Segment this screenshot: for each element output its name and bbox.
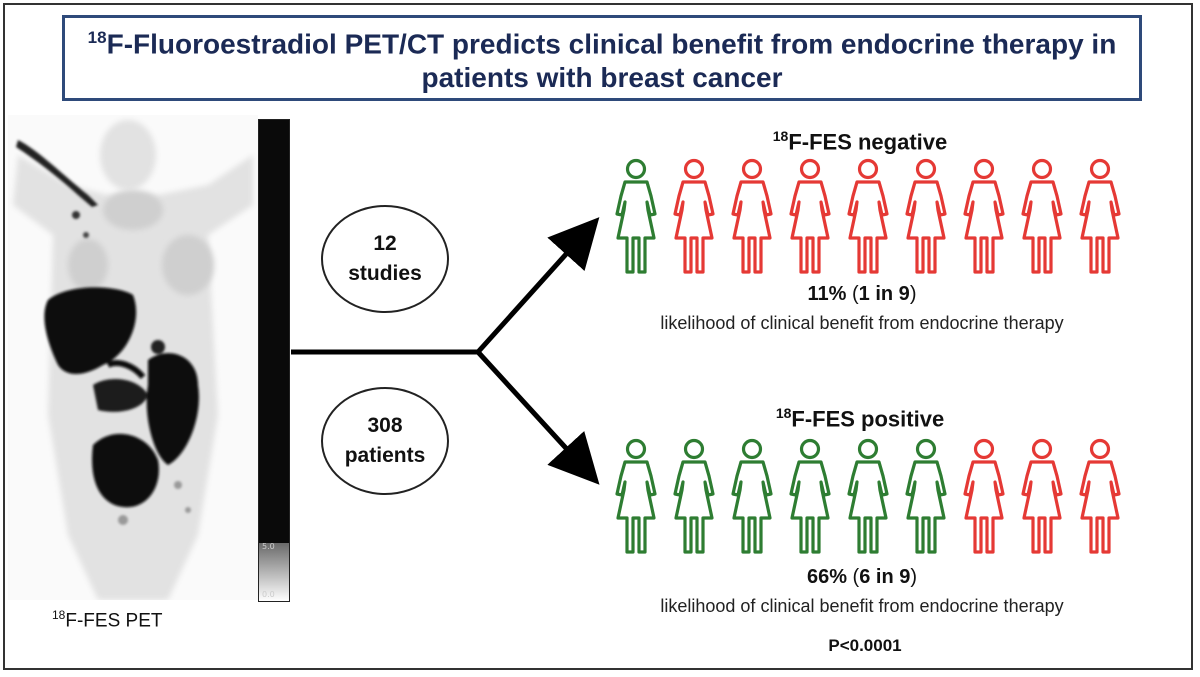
patients-number: 308 xyxy=(367,414,403,437)
title-line-1: F-Fluoroestradiol PET/CT predicts clinic… xyxy=(106,28,1117,60)
studies-oval: 12 studies xyxy=(321,205,449,313)
title-line-2: patients with breast cancer xyxy=(421,62,783,94)
colorbar-max-label: 5.0 xyxy=(262,542,275,551)
positive-title-text: F-FES positive xyxy=(791,406,945,432)
person-icon-no-benefit xyxy=(1074,438,1126,556)
p-value: P<0.0001 xyxy=(828,636,902,655)
person-icon-benefit xyxy=(668,438,720,556)
person-icon-no-benefit xyxy=(1016,158,1068,276)
pet-scan-image xyxy=(8,115,258,600)
arrow-to-negative xyxy=(476,217,600,354)
studies-number: 12 xyxy=(373,232,397,255)
negative-description: likelihood of clinical benefit from endo… xyxy=(660,313,1064,333)
negative-ratio: 1 in 9 xyxy=(858,283,910,305)
title-superscript: 18 xyxy=(87,27,107,47)
negative-percent: 11% xyxy=(807,283,847,305)
pet-caption: 18F-FES PET xyxy=(52,608,162,632)
pet-caption-text: F-FES PET xyxy=(65,610,163,632)
person-icon-no-benefit xyxy=(1074,158,1126,276)
person-icon-no-benefit xyxy=(958,438,1010,556)
patients-label: patients xyxy=(344,444,426,467)
positive-ratio: 6 in 9 xyxy=(859,566,911,588)
person-icon-benefit xyxy=(610,438,662,556)
person-icon-benefit xyxy=(726,438,778,556)
person-icon-no-benefit xyxy=(726,158,778,276)
person-icon-no-benefit xyxy=(668,158,720,276)
person-icon-no-benefit xyxy=(900,158,952,276)
person-icon-benefit xyxy=(610,158,662,276)
person-icon-benefit xyxy=(784,438,836,556)
positive-description: likelihood of clinical benefit from endo… xyxy=(660,596,1064,616)
person-icon-no-benefit xyxy=(784,158,836,276)
positive-stat: 66% (6 in 9) xyxy=(806,566,918,588)
positive-percent: 66% xyxy=(806,566,847,588)
colorbar-gradient xyxy=(259,543,289,601)
title-box: 18F-Fluoroestradiol PET/CT predicts clin… xyxy=(62,15,1142,101)
positive-group-title: 18F-FES positive xyxy=(660,405,1060,432)
person-icon-no-benefit xyxy=(842,158,894,276)
arrow-to-positive xyxy=(476,350,600,485)
person-icon-no-benefit xyxy=(958,158,1010,276)
positive-title-superscript: 18 xyxy=(775,405,792,421)
negative-group-title: 18F-FES negative xyxy=(660,128,1060,155)
negative-title-superscript: 18 xyxy=(772,128,789,144)
pet-caption-superscript: 18 xyxy=(52,608,66,622)
negative-stat: 11% (1 in 9) xyxy=(807,283,917,305)
negative-title-text: F-FES negative xyxy=(788,129,948,155)
person-icon-no-benefit xyxy=(1016,438,1068,556)
patients-oval: 308 patients xyxy=(321,387,449,495)
person-icon-benefit xyxy=(842,438,894,556)
figure-title: 18F-Fluoroestradiol PET/CT predicts clin… xyxy=(88,21,1117,95)
studies-label: studies xyxy=(348,262,422,285)
person-icon-benefit xyxy=(900,438,952,556)
intensity-colorbar: 5.0 0.0 xyxy=(258,119,290,602)
colorbar-min-label: 0.0 xyxy=(262,590,275,599)
